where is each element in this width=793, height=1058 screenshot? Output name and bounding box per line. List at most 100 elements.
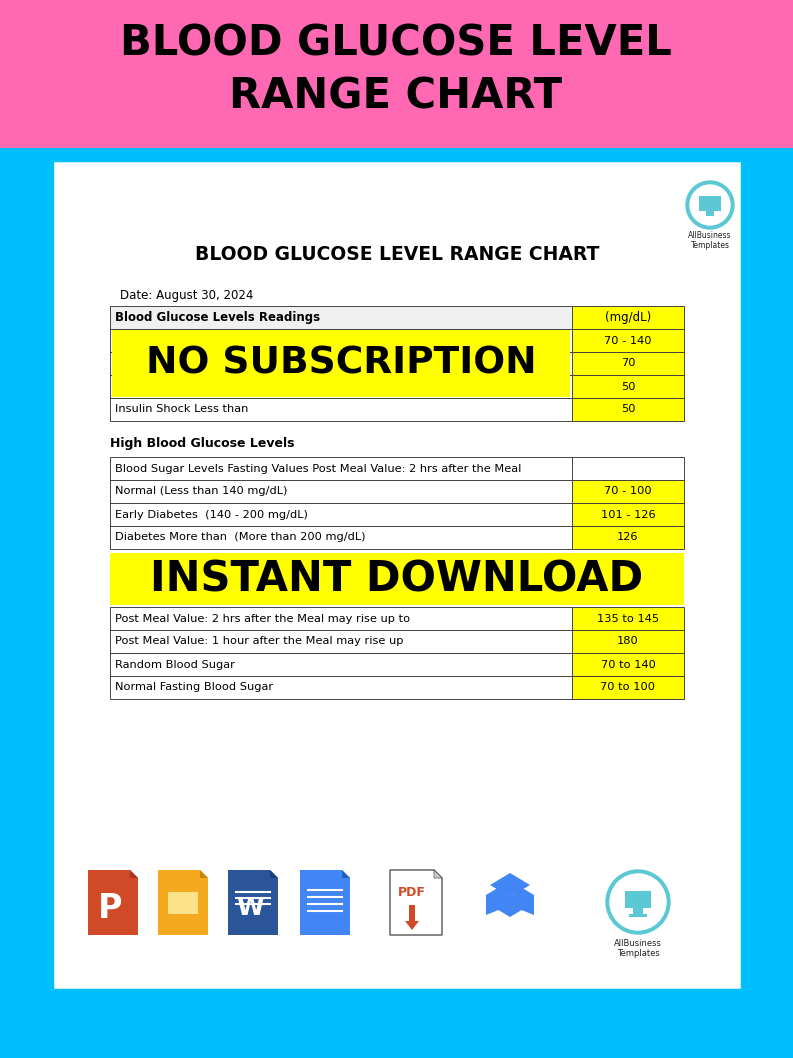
Bar bbox=[168, 892, 198, 914]
Polygon shape bbox=[300, 870, 350, 935]
Text: Normal (Less than 140 mg/dL): Normal (Less than 140 mg/dL) bbox=[115, 487, 287, 496]
Text: PDF: PDF bbox=[398, 886, 426, 898]
Text: 70: 70 bbox=[621, 359, 635, 368]
Bar bbox=[52, 160, 742, 990]
Bar bbox=[110, 503, 572, 526]
Bar bbox=[110, 653, 572, 676]
Bar bbox=[572, 503, 684, 526]
Bar bbox=[0, 0, 793, 148]
Bar bbox=[110, 398, 684, 421]
Text: Normal Fasting Blood Sugar: Normal Fasting Blood Sugar bbox=[115, 682, 273, 693]
Bar bbox=[110, 676, 572, 699]
Text: Hypoglycemia  (Less than 70 mg/dL): Hypoglycemia (Less than 70 mg/dL) bbox=[115, 359, 324, 368]
Bar bbox=[629, 914, 647, 917]
Polygon shape bbox=[200, 870, 208, 878]
Bar bbox=[110, 630, 684, 653]
Text: 101 - 126: 101 - 126 bbox=[600, 510, 655, 519]
Bar bbox=[110, 375, 684, 398]
Circle shape bbox=[610, 874, 666, 930]
Polygon shape bbox=[228, 870, 278, 935]
Bar bbox=[572, 457, 684, 480]
Text: 50: 50 bbox=[621, 404, 635, 415]
Polygon shape bbox=[390, 870, 442, 935]
Bar bbox=[110, 352, 684, 375]
Text: 70 to 140: 70 to 140 bbox=[600, 659, 656, 670]
Text: 70 - 140: 70 - 140 bbox=[604, 335, 652, 346]
Text: INSTANT DOWNLOAD: INSTANT DOWNLOAD bbox=[151, 558, 644, 600]
Bar bbox=[112, 330, 570, 397]
Polygon shape bbox=[88, 870, 138, 935]
Bar bbox=[110, 329, 572, 352]
Bar bbox=[699, 196, 721, 211]
Polygon shape bbox=[490, 893, 530, 917]
Circle shape bbox=[606, 870, 670, 934]
Bar bbox=[572, 352, 684, 375]
Text: 50: 50 bbox=[621, 382, 635, 391]
Polygon shape bbox=[130, 870, 138, 878]
Polygon shape bbox=[486, 883, 506, 915]
Bar bbox=[110, 480, 572, 503]
Bar bbox=[110, 329, 684, 352]
Bar bbox=[110, 676, 684, 699]
Text: Early Diabetes  (140 - 200 mg/dL): Early Diabetes (140 - 200 mg/dL) bbox=[115, 510, 308, 519]
Text: 126: 126 bbox=[617, 532, 638, 543]
Text: 70 to 100: 70 to 100 bbox=[600, 682, 656, 693]
Text: NO SUBSCRIPTION: NO SUBSCRIPTION bbox=[146, 346, 536, 382]
Polygon shape bbox=[514, 883, 534, 915]
Text: Random Blood Sugar: Random Blood Sugar bbox=[115, 659, 235, 670]
Text: Normal: Normal bbox=[115, 335, 156, 346]
Bar bbox=[110, 607, 572, 630]
Text: AllBusiness
Templates: AllBusiness Templates bbox=[614, 940, 662, 959]
Text: 135 to 145: 135 to 145 bbox=[597, 614, 659, 623]
Bar bbox=[633, 908, 643, 914]
Text: Hypoglycemia  (Less than 50 mg/dL): Hypoglycemia (Less than 50 mg/dL) bbox=[115, 382, 324, 391]
Text: AllBusiness
Templates: AllBusiness Templates bbox=[688, 231, 732, 251]
Polygon shape bbox=[434, 870, 442, 878]
FancyArrow shape bbox=[405, 905, 419, 930]
Bar bbox=[572, 480, 684, 503]
Bar bbox=[110, 607, 684, 630]
Text: Post Meal Value: 1 hour after the Meal may rise up: Post Meal Value: 1 hour after the Meal m… bbox=[115, 637, 404, 646]
Bar bbox=[572, 676, 684, 699]
Circle shape bbox=[690, 185, 730, 225]
Circle shape bbox=[686, 181, 734, 229]
Bar bbox=[110, 375, 572, 398]
Bar bbox=[110, 457, 572, 480]
Bar bbox=[572, 329, 684, 352]
Bar bbox=[110, 480, 684, 503]
Bar bbox=[110, 526, 684, 549]
Bar bbox=[110, 398, 572, 421]
Bar bbox=[110, 526, 572, 549]
Bar bbox=[110, 630, 572, 653]
Text: (mg/dL): (mg/dL) bbox=[605, 311, 651, 324]
Text: High Blood Glucose Levels: High Blood Glucose Levels bbox=[110, 437, 294, 450]
Bar bbox=[110, 306, 572, 329]
Polygon shape bbox=[158, 870, 208, 935]
Polygon shape bbox=[490, 873, 530, 897]
Bar bbox=[110, 653, 684, 676]
Text: Blood Sugar Levels Fasting Values Post Meal Value: 2 hrs after the Meal: Blood Sugar Levels Fasting Values Post M… bbox=[115, 463, 521, 474]
Bar bbox=[572, 526, 684, 549]
Bar bbox=[706, 211, 714, 216]
Bar bbox=[110, 352, 572, 375]
Text: Post Meal Value: 2 hrs after the Meal may rise up to: Post Meal Value: 2 hrs after the Meal ma… bbox=[115, 614, 410, 623]
Bar bbox=[110, 306, 684, 329]
Polygon shape bbox=[270, 870, 278, 878]
Text: Insulin Shock Less than: Insulin Shock Less than bbox=[115, 404, 248, 415]
Bar bbox=[625, 891, 651, 908]
Bar bbox=[572, 398, 684, 421]
Text: P: P bbox=[98, 892, 122, 925]
Bar bbox=[572, 653, 684, 676]
Text: W: W bbox=[236, 896, 264, 920]
Bar bbox=[110, 503, 684, 526]
Bar bbox=[572, 607, 684, 630]
Polygon shape bbox=[342, 870, 350, 878]
Text: BLOOD GLUCOSE LEVEL RANGE CHART: BLOOD GLUCOSE LEVEL RANGE CHART bbox=[195, 245, 600, 264]
Bar bbox=[572, 375, 684, 398]
Text: Date: August 30, 2024: Date: August 30, 2024 bbox=[120, 289, 254, 302]
Text: Blood Glucose Levels Readings: Blood Glucose Levels Readings bbox=[115, 311, 320, 324]
Text: BLOOD GLUCOSE LEVEL
RANGE CHART: BLOOD GLUCOSE LEVEL RANGE CHART bbox=[120, 22, 672, 117]
Text: 70 - 100: 70 - 100 bbox=[604, 487, 652, 496]
Text: 180: 180 bbox=[617, 637, 639, 646]
Bar bbox=[572, 630, 684, 653]
